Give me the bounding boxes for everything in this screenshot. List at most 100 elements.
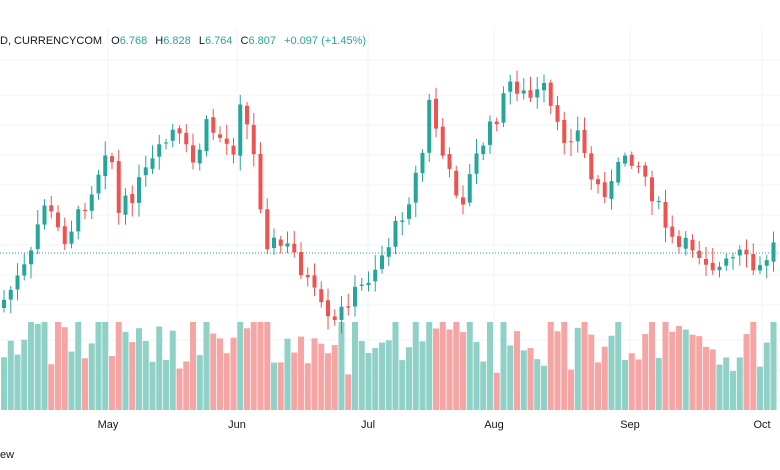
volume-bar-33: [223, 353, 230, 410]
candle-body-15: [103, 155, 108, 177]
candle-body-48: [326, 300, 330, 317]
candle-body-0: [2, 299, 6, 308]
volume-bar-4: [28, 322, 34, 410]
candle-body-97: [656, 200, 661, 203]
volume-bar-44: [298, 336, 304, 410]
candle-body-93: [629, 154, 634, 166]
volume-bar-78: [527, 348, 534, 410]
candle-body-47: [319, 289, 324, 303]
high-label: H: [155, 35, 163, 47]
candle-body-79: [535, 89, 540, 98]
volume-bar-8: [55, 322, 61, 410]
candle-body-64: [434, 98, 438, 129]
candle-body-17: [116, 161, 121, 213]
candle-body-11: [76, 209, 81, 232]
x-tick-jun: Jun: [228, 419, 246, 431]
volume-bar-114: [770, 322, 777, 410]
candle-body-52: [353, 286, 357, 307]
volume-bar-100: [676, 325, 682, 410]
candle-body-37: [251, 124, 256, 155]
candle-body-13: [89, 194, 94, 211]
volume-bar-103: [696, 336, 703, 410]
volume-bar-113: [763, 342, 770, 410]
candle-body-42: [285, 243, 290, 247]
volume-bar-10: [68, 351, 75, 410]
volume-bar-59: [399, 360, 406, 410]
volume-bar-101: [682, 329, 689, 410]
volume-bar-90: [608, 335, 615, 410]
volume-bar-41: [277, 362, 284, 410]
volume-bar-89: [601, 346, 608, 410]
volume-bar-0: [1, 357, 7, 410]
volume-bar-51: [345, 374, 352, 410]
candle-body-95: [643, 165, 648, 177]
volume-bar-18: [122, 331, 129, 410]
volume-bar-74: [500, 322, 507, 410]
candle-body-63: [427, 99, 432, 153]
candle-body-57: [386, 247, 391, 257]
volume-bar-16: [109, 356, 115, 410]
candle-body-92: [623, 155, 627, 164]
candle-body-2: [15, 275, 20, 290]
candle-body-4: [29, 250, 33, 265]
volume-bar-104: [703, 346, 709, 410]
volume-bar-12: [82, 358, 88, 410]
candle-body-6: [42, 205, 47, 225]
volume-bar-53: [358, 341, 365, 410]
candle-body-43: [292, 243, 297, 253]
volume-bar-106: [716, 364, 723, 410]
candle-body-24: [164, 142, 168, 144]
candle-body-5: [35, 224, 40, 249]
candle-body-109: [737, 249, 742, 256]
candle-body-67: [454, 170, 459, 196]
candle-body-14: [96, 174, 101, 194]
ohlc-legend: D, CURRENCYCOM O6.768 H6.828 L6.764 C6.8…: [0, 35, 366, 47]
volume-bar-67: [453, 322, 460, 410]
volume-bar-7: [48, 364, 55, 410]
volume-bar-76: [514, 331, 520, 410]
candle-body-33: [224, 138, 229, 144]
candle-body-31: [211, 117, 216, 133]
candle-body-66: [447, 154, 452, 169]
candle-body-36: [245, 105, 249, 125]
volume-bar-39: [264, 322, 271, 410]
volume-bar-35: [237, 322, 244, 410]
candle-body-110: [744, 249, 749, 255]
candle-body-78: [528, 90, 533, 98]
candle-body-102: [690, 239, 695, 251]
volume-bar-34: [230, 337, 237, 410]
candle-body-41: [278, 239, 283, 246]
volume-bar-83: [561, 322, 568, 410]
volume-bar-54: [365, 352, 372, 410]
volume-bar-3: [21, 339, 28, 410]
candle-body-70: [474, 153, 479, 174]
volume-bar-31: [210, 333, 217, 410]
candle-body-90: [609, 181, 614, 199]
x-tick-aug: Aug: [484, 419, 504, 431]
volume-bar-50: [338, 322, 345, 410]
candle-body-100: [677, 236, 681, 247]
volume-bar-47: [318, 343, 325, 410]
candle-body-81: [548, 82, 553, 106]
volume-bar-79: [534, 359, 541, 410]
candle-body-58: [393, 220, 398, 247]
x-tick-may: May: [98, 419, 119, 431]
volume-bar-111: [750, 322, 757, 410]
candle-body-38: [258, 153, 263, 210]
candle-body-28: [191, 145, 195, 163]
candle-body-87: [589, 153, 594, 180]
candle-body-53: [359, 284, 364, 286]
candle-body-39: [265, 209, 270, 250]
volume-bar-112: [757, 366, 763, 410]
volume-bar-27: [183, 361, 190, 410]
low-label: L: [199, 35, 205, 47]
volume-bar-25: [169, 330, 176, 410]
volume-bar-36: [244, 328, 250, 410]
volume-bar-48: [325, 353, 331, 410]
volume-bar-38: [257, 322, 264, 410]
volume-bar-91: [615, 322, 622, 410]
x-tick-jul: Jul: [361, 419, 375, 431]
candle-body-29: [197, 149, 202, 164]
volume-bar-43: [291, 352, 298, 410]
